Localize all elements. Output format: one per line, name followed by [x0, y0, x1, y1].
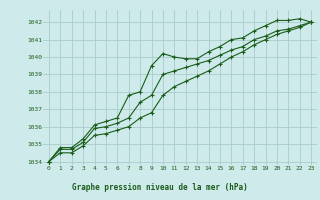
Text: Graphe pression niveau de la mer (hPa): Graphe pression niveau de la mer (hPa) [72, 183, 248, 192]
